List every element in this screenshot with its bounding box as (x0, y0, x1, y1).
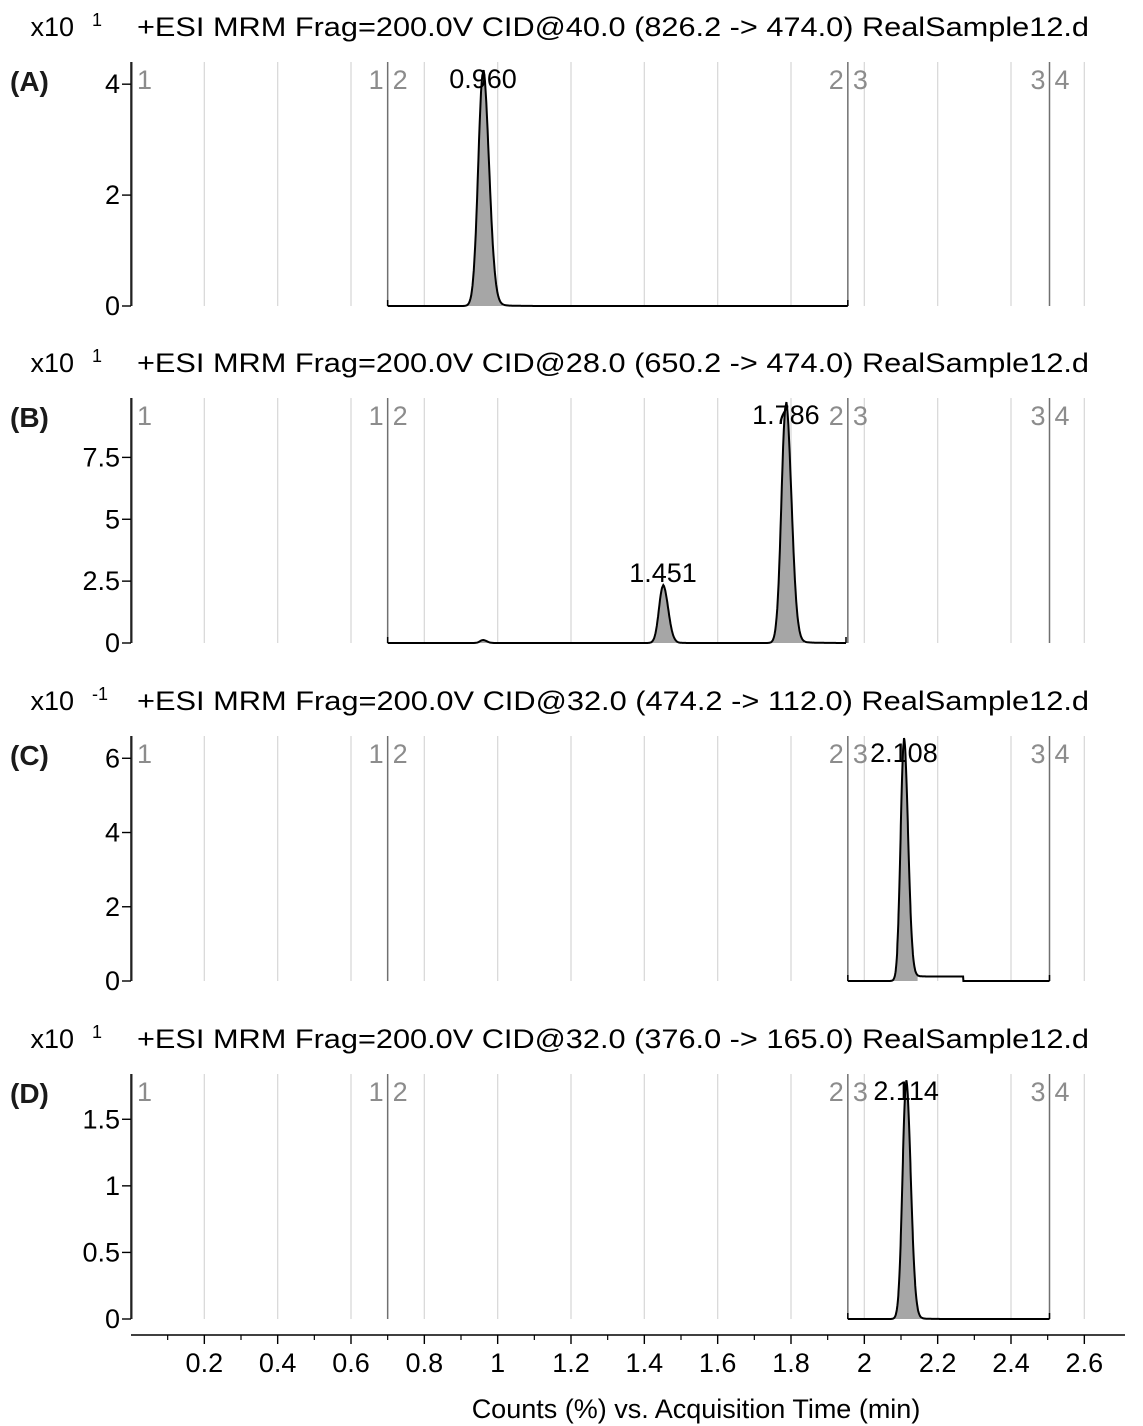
segment-label: 3 (853, 739, 868, 769)
segment-label: 1 (369, 401, 384, 431)
panel-multiplier-exponent: 1 (92, 10, 102, 30)
segment-label: 2 (393, 65, 408, 95)
y-tick-label: 2 (105, 892, 120, 922)
x-tick-label: 1.2 (552, 1348, 590, 1378)
x-tick-label: 2.4 (992, 1348, 1030, 1378)
segment-label: 3 (1030, 739, 1045, 769)
segment-label: 1 (137, 401, 152, 431)
segment-label: 2 (829, 1077, 844, 1107)
panel-multiplier: x10 (30, 1024, 74, 1054)
panel-title: +ESI MRM Frag=200.0V CID@32.0 (474.2 -> … (137, 686, 1089, 716)
x-tick-label: 1.6 (699, 1348, 737, 1378)
y-tick-label: 0 (105, 628, 120, 658)
segment-label: 4 (1055, 1077, 1070, 1107)
peak-label: 2.108 (870, 738, 938, 768)
segment-label: 3 (853, 401, 868, 431)
segment-label: 3 (1030, 1077, 1045, 1107)
panel-title: +ESI MRM Frag=200.0V CID@32.0 (376.0 -> … (137, 1024, 1089, 1054)
segment-label: 4 (1055, 65, 1070, 95)
y-tick-label: 1.5 (82, 1104, 120, 1134)
x-tick-label: 0.4 (259, 1348, 297, 1378)
y-tick-label: 4 (105, 69, 120, 99)
x-tick-label: 0.8 (406, 1348, 444, 1378)
segment-label: 3 (853, 65, 868, 95)
y-tick-label: 6 (105, 743, 120, 773)
panel-multiplier-exponent: 1 (92, 1022, 102, 1042)
segment-label: 3 (853, 1077, 868, 1107)
panel-label: (D) (10, 1078, 49, 1109)
y-tick-label: 2 (105, 180, 120, 210)
panel-multiplier: x10 (30, 686, 74, 716)
segment-label: 3 (1030, 401, 1045, 431)
panel-multiplier-exponent: 1 (92, 346, 102, 366)
peak-label: 0.960 (449, 64, 517, 94)
peak-area (649, 585, 680, 643)
y-tick-label: 7.5 (82, 442, 120, 472)
segment-label: 1 (137, 1077, 152, 1107)
chromatogram-trace (847, 737, 1050, 982)
x-tick-label: 1.4 (626, 1348, 664, 1378)
panel-label: (C) (10, 740, 49, 771)
x-tick-label: 1 (490, 1348, 505, 1378)
x-tick-label: 0.6 (332, 1348, 370, 1378)
segment-label: 2 (829, 401, 844, 431)
x-tick-label: 2 (857, 1348, 872, 1378)
x-tick-label: 2.2 (919, 1348, 957, 1378)
x-tick-label: 1.8 (772, 1348, 810, 1378)
chromatogram-trace (847, 1080, 1050, 1320)
segment-label: 1 (369, 65, 384, 95)
y-tick-label: 0 (105, 291, 120, 321)
y-tick-label: 5 (105, 504, 120, 534)
panel-label: (A) (10, 66, 49, 97)
panel-label: (B) (10, 402, 49, 433)
y-tick-label: 4 (105, 818, 120, 848)
segment-label: 2 (829, 65, 844, 95)
segment-label: 4 (1055, 401, 1070, 431)
panel-multiplier: x10 (30, 12, 74, 42)
segment-label: 1 (137, 65, 152, 95)
x-tick-label: 0.2 (186, 1348, 224, 1378)
panel-multiplier-exponent: -1 (92, 684, 108, 704)
y-tick-label: 0 (105, 1304, 120, 1334)
panel-title: +ESI MRM Frag=200.0V CID@28.0 (650.2 -> … (137, 348, 1089, 378)
peak-area (771, 402, 805, 643)
segment-label: 1 (137, 739, 152, 769)
x-tick-label: 2.6 (1066, 1348, 1104, 1378)
segment-label: 1 (369, 1077, 384, 1107)
segment-label: 2 (829, 739, 844, 769)
segment-label: 1 (369, 739, 384, 769)
peak-label: 2.114 (873, 1076, 939, 1106)
panel-multiplier: x10 (30, 348, 74, 378)
y-tick-label: 0.5 (82, 1237, 120, 1267)
peak-label: 1.451 (629, 558, 697, 588)
y-tick-label: 0 (105, 966, 120, 996)
segment-label: 4 (1055, 739, 1070, 769)
peak-label: 1.786 (752, 400, 820, 430)
segment-label: 3 (1030, 65, 1045, 95)
segment-label: 2 (393, 739, 408, 769)
panel-title: +ESI MRM Frag=200.0V CID@40.0 (826.2 -> … (137, 12, 1089, 42)
chromatogram-trace (387, 401, 846, 644)
chromatogram-trace (387, 69, 848, 307)
x-axis-title: Counts (%) vs. Acquisition Time (min) (472, 1394, 921, 1424)
segment-label: 2 (393, 401, 408, 431)
y-tick-label: 1 (105, 1171, 120, 1201)
y-tick-label: 2.5 (82, 566, 120, 596)
segment-label: 2 (393, 1077, 408, 1107)
